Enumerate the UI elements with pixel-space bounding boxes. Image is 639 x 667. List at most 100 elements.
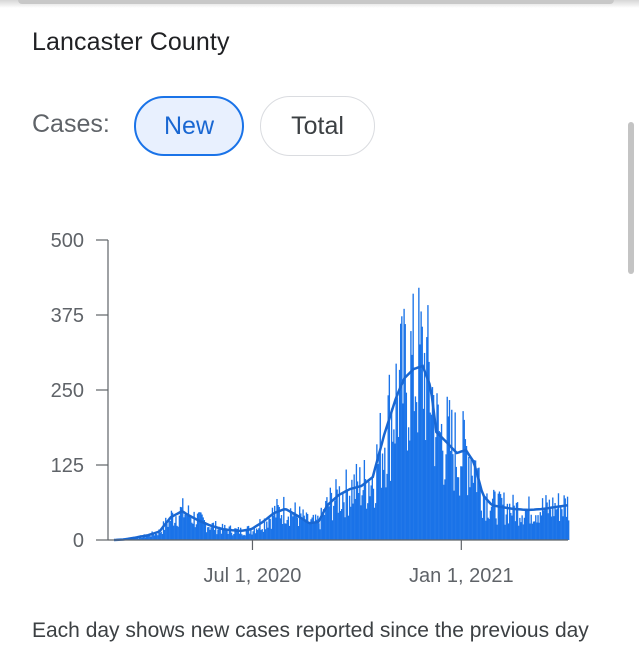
daily-bar xyxy=(442,450,444,540)
daily-bar xyxy=(529,523,531,540)
daily-bar xyxy=(261,529,263,540)
y-tick-label: 250 xyxy=(51,380,84,402)
daily-bar xyxy=(162,521,165,540)
average-trend-line xyxy=(113,364,569,542)
daily-bar xyxy=(540,515,543,540)
daily-bar xyxy=(543,510,545,540)
daily-bar xyxy=(167,526,169,540)
daily-bar xyxy=(359,467,361,540)
new-cases-chip[interactable]: New xyxy=(134,96,244,156)
daily-bar xyxy=(555,509,557,540)
daily-bar xyxy=(471,475,473,540)
daily-bar xyxy=(148,534,150,540)
daily-bar xyxy=(154,532,157,540)
card-edge xyxy=(18,0,614,4)
daily-bar xyxy=(276,498,278,540)
daily-bar xyxy=(303,515,305,540)
daily-bar xyxy=(544,508,546,540)
daily-bar xyxy=(201,514,203,540)
daily-bar xyxy=(327,505,329,540)
daily-bar xyxy=(457,477,460,540)
daily-bar xyxy=(451,409,453,540)
daily-bar xyxy=(516,502,519,540)
daily-bar xyxy=(241,534,243,540)
total-cases-chip[interactable]: Total xyxy=(260,96,375,156)
daily-bar xyxy=(326,497,328,540)
daily-bar xyxy=(272,515,275,540)
daily-bar xyxy=(435,437,437,540)
daily-bar xyxy=(444,479,446,540)
daily-bar xyxy=(239,527,242,540)
daily-bar xyxy=(398,369,401,540)
daily-bar xyxy=(521,515,523,540)
daily-bar xyxy=(388,374,391,540)
daily-bar xyxy=(446,396,448,540)
daily-bar xyxy=(270,528,272,540)
daily-bar xyxy=(536,522,538,540)
daily-bar xyxy=(300,513,302,540)
daily-bar xyxy=(344,517,346,540)
daily-bar xyxy=(255,528,258,540)
daily-bar xyxy=(251,534,253,540)
daily-bar xyxy=(283,496,285,540)
daily-bar xyxy=(417,432,419,540)
daily-bar xyxy=(487,517,489,540)
daily-bar xyxy=(346,490,349,540)
daily-bar xyxy=(508,503,511,540)
daily-bar xyxy=(556,508,558,540)
daily-bar xyxy=(187,505,190,540)
daily-bar xyxy=(410,331,412,540)
daily-bar xyxy=(142,536,144,540)
daily-bar xyxy=(133,538,135,540)
daily-bar xyxy=(488,518,490,540)
daily-bar xyxy=(494,491,496,540)
daily-bar xyxy=(156,534,158,540)
daily-bar xyxy=(470,458,472,540)
daily-bar xyxy=(445,454,447,540)
daily-bar xyxy=(419,344,421,540)
daily-bar xyxy=(221,523,224,540)
daily-bar xyxy=(230,532,233,540)
daily-bar xyxy=(309,523,311,540)
daily-bar xyxy=(299,506,301,540)
daily-bar xyxy=(245,529,248,540)
daily-bar xyxy=(564,498,566,540)
daily-bar xyxy=(524,509,527,540)
daily-bar xyxy=(519,517,521,540)
daily-bar xyxy=(562,516,564,540)
daily-bar xyxy=(350,506,352,540)
daily-bar xyxy=(506,503,509,540)
daily-bar xyxy=(177,526,179,540)
daily-bar xyxy=(149,536,151,540)
scrollbar[interactable] xyxy=(628,122,634,274)
daily-bar xyxy=(312,514,314,540)
daily-bar xyxy=(468,456,470,540)
daily-bar xyxy=(548,499,551,540)
daily-bar xyxy=(513,505,515,540)
daily-bar xyxy=(449,450,452,540)
daily-bar xyxy=(287,516,289,540)
daily-bar xyxy=(522,524,524,540)
daily-bar xyxy=(412,293,414,540)
daily-bar xyxy=(372,488,375,540)
daily-bar xyxy=(360,505,362,540)
daily-bar xyxy=(510,512,512,540)
daily-bar xyxy=(480,510,482,540)
daily-bar xyxy=(257,529,259,540)
daily-bar xyxy=(310,519,312,540)
daily-bar xyxy=(170,510,173,540)
daily-bar xyxy=(316,519,318,540)
daily-bar xyxy=(173,525,175,540)
daily-bar xyxy=(308,524,310,540)
daily-bar xyxy=(178,515,181,540)
daily-bar xyxy=(464,439,467,540)
daily-bar xyxy=(537,515,539,540)
daily-bar xyxy=(174,522,176,540)
daily-bar xyxy=(459,495,461,540)
daily-bar xyxy=(505,514,507,540)
daily-bar xyxy=(165,517,167,540)
daily-bar xyxy=(246,526,249,540)
daily-bar xyxy=(501,497,503,540)
daily-bar xyxy=(512,494,514,540)
